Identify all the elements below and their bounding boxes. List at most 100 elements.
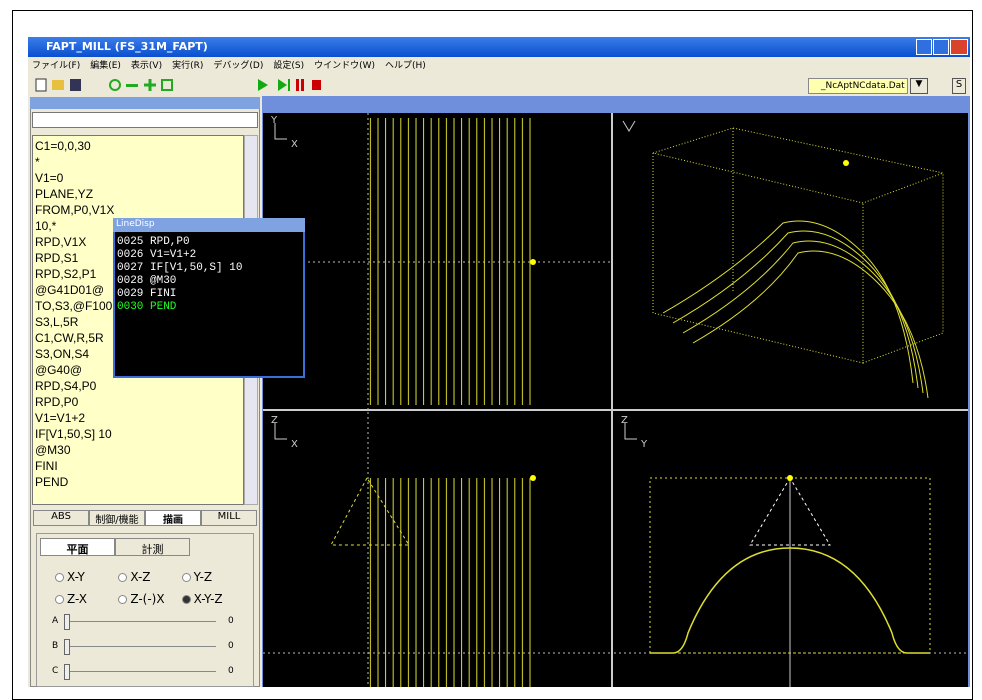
menu-item[interactable]: ウインドウ(W)	[314, 61, 376, 71]
maximize[interactable]	[933, 39, 949, 55]
code-line: RPD,S1	[35, 251, 79, 265]
tab[interactable]: MILL	[201, 510, 257, 526]
slider-thumb[interactable]	[64, 664, 70, 680]
plane-option[interactable]: Y-Z	[181, 568, 245, 586]
tab[interactable]: 制御/機能	[89, 510, 145, 526]
axis-label: Y	[270, 115, 278, 126]
s-button[interactable]: S	[952, 78, 966, 94]
popup-title: LineDisp	[113, 218, 305, 232]
code-line: RPD,V1X	[35, 235, 87, 249]
minimize[interactable]	[916, 39, 932, 55]
tab-row: ABS 制御/機能 描画 MILL	[33, 510, 257, 526]
axis-label: Y	[640, 439, 648, 450]
axis-label: X	[291, 439, 298, 450]
slider-track	[66, 621, 216, 622]
plane-option[interactable]: X-Z	[118, 568, 181, 586]
code-line: RPD,P0	[35, 395, 79, 409]
radio	[181, 572, 191, 582]
axis-label: Z	[271, 415, 278, 426]
toolbar	[30, 76, 360, 94]
menu-item[interactable]: 表示(V)	[130, 61, 163, 71]
subtab[interactable]: 平面	[40, 538, 115, 556]
slider-label: B	[52, 641, 59, 651]
code-line: S3,ON,S4	[35, 347, 90, 361]
code-line: 10,*	[35, 219, 57, 233]
viewports: Y X Z X Z Y	[263, 113, 968, 687]
plane-label: Z-X	[67, 592, 87, 606]
radio	[55, 572, 64, 582]
code-line: @M30	[35, 443, 71, 457]
code-line: RPD,S2,P1	[35, 267, 97, 281]
code-line: @G40@	[35, 363, 83, 377]
plane-label: X-Y-Z	[193, 592, 223, 606]
close[interactable]	[950, 39, 968, 55]
code-line: RPD,S4,P0	[35, 379, 97, 393]
code-line: V1=0	[35, 171, 64, 185]
menu-item[interactable]: 編集(E)	[90, 61, 121, 71]
code-line: *	[35, 155, 40, 169]
radio	[55, 594, 64, 604]
plane-label: X-Z	[130, 570, 151, 584]
plane-label: Y-Z	[193, 570, 213, 584]
axis-label: X	[291, 139, 298, 150]
toolbar-icons	[35, 78, 321, 92]
plane-option[interactable]: X-Y	[55, 568, 118, 586]
code-line: C1,CW,R,5R	[35, 331, 104, 345]
slider-value: 0	[228, 641, 234, 651]
popup-line: 0025 RPD,P0	[117, 236, 190, 248]
left-panel-header	[30, 97, 260, 109]
code-line: V1=V1+2	[35, 411, 86, 425]
combo-arrow[interactable]: ▼	[910, 78, 928, 94]
slider-label: C	[52, 666, 59, 676]
slider-value: 0	[228, 616, 234, 626]
popup-line: 0030 PEND	[117, 301, 177, 313]
tab[interactable]: ABS	[33, 510, 89, 526]
popup-line: 0027 IF[V1,50,S] 10	[117, 262, 243, 274]
subtab[interactable]: 計測	[115, 538, 190, 556]
file-combo[interactable]: _NcAptNCdata.Dat	[808, 78, 908, 94]
code-line: PEND	[35, 475, 69, 489]
popup-line: 0029 FINI	[117, 288, 177, 300]
code-line: TO,S3,@F100	[35, 299, 113, 313]
plane-options: X-Y X-Z Y-Z Z-X Z-(-)X X-Y-Z	[55, 568, 245, 608]
slider-thumb[interactable]	[64, 614, 70, 630]
plane-option[interactable]: Z-(-)X	[118, 590, 181, 608]
slider-track	[66, 671, 216, 672]
tab[interactable]: 描画	[145, 510, 201, 526]
menu-item[interactable]: 設定(S)	[273, 61, 305, 71]
code-line: C1=0,0,30	[35, 139, 91, 153]
slider-value: 0	[228, 666, 234, 676]
code-line: @G41D01@	[35, 283, 105, 297]
axis-label: Z	[621, 415, 628, 426]
radio	[118, 594, 128, 604]
radio	[118, 572, 128, 582]
popup-lines: 0025 RPD,P0 0026 V1=V1+2 0027 IF[V1,50,S] …	[117, 236, 301, 356]
subtab-row: 平面 計測	[40, 538, 190, 556]
menu-item[interactable]: ヘルプ(H)	[385, 61, 426, 71]
code-line: S3,L,5R	[35, 315, 79, 329]
plane-label: Z-(-)X	[130, 592, 165, 606]
popup-line: 0028 @M30	[117, 275, 177, 287]
menu-item[interactable]: デバッグ(D)	[213, 61, 264, 71]
plane-label: X-Y	[67, 570, 85, 584]
slider-label: A	[52, 616, 59, 626]
code-line: IF[V1,50,S] 10	[35, 427, 112, 441]
radio	[181, 594, 191, 604]
menu-bar: ファイル(F) 編集(E) 表示(V) 実行(R) デバッグ(D) 設定(S) ウインドウ(…	[32, 58, 426, 74]
menu-item[interactable]: ファイル(F)	[32, 61, 81, 71]
plane-option[interactable]: Z-X	[55, 590, 118, 608]
code-line: PLANE,YZ	[35, 187, 94, 201]
menu-item[interactable]: 実行(R)	[172, 61, 204, 71]
title-bar: FAPT_MILL (FS_31M_FAPT)	[28, 37, 970, 57]
slider-thumb[interactable]	[64, 639, 70, 655]
combo[interactable]	[32, 112, 258, 128]
slider-track	[66, 646, 216, 647]
popup-line: 0026 V1=V1+2	[117, 249, 197, 261]
plane-option[interactable]: X-Y-Z	[181, 590, 245, 608]
code-line: FROM,P0,V1X	[35, 203, 115, 217]
